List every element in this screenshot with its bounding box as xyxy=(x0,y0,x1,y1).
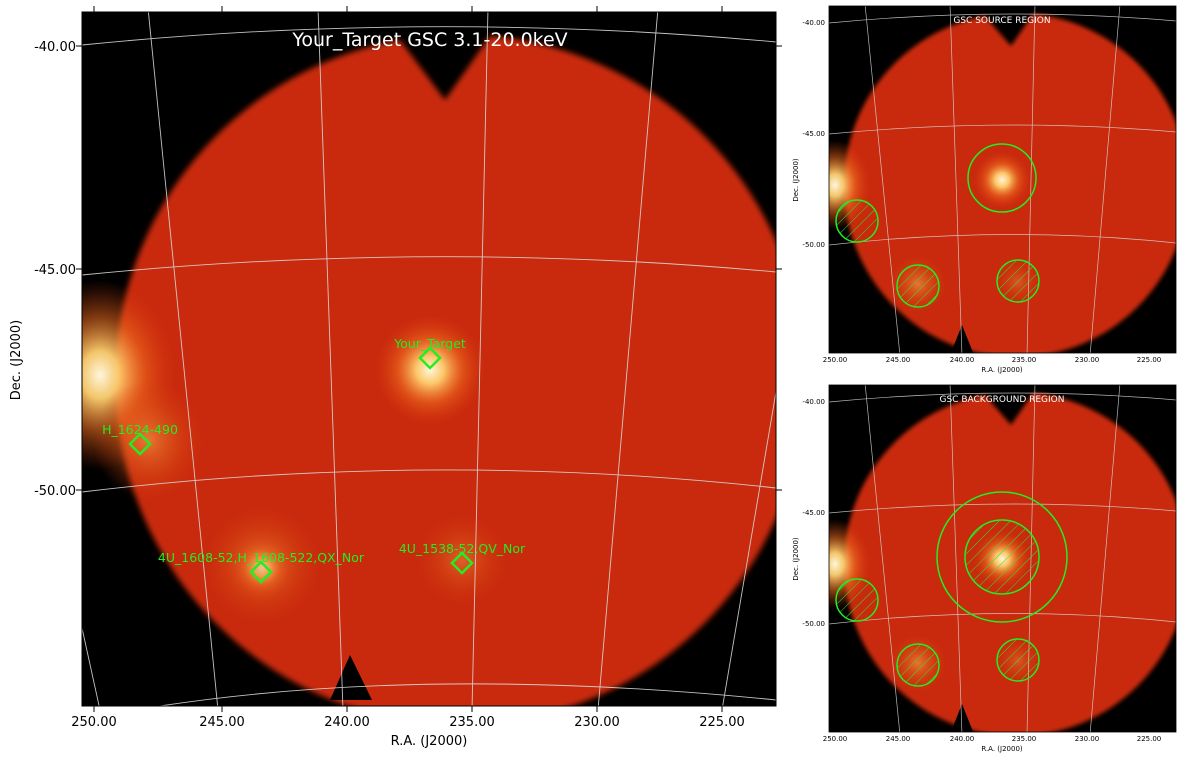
main-image-panel: 250.00 245.00 240.00 235.00 230.00 225.0… xyxy=(9,6,782,749)
y-tick-labels: -40.00 -45.00 -50.00 xyxy=(802,19,825,249)
y-axis-label: Dec. (J2000) xyxy=(792,537,800,581)
coordinate-grid xyxy=(829,6,1176,353)
glow-h1624 xyxy=(93,380,203,500)
source-label: H_1624-490 xyxy=(102,422,178,437)
marker-4u1538[interactable] xyxy=(450,551,474,575)
excluded-region-4u1538[interactable] xyxy=(996,638,1040,682)
x-axis-label: R.A. (J2000) xyxy=(981,745,1023,753)
disk-notch-bottom xyxy=(330,655,372,700)
excluded-region-h1624[interactable] xyxy=(835,199,879,243)
marker-your-target[interactable] xyxy=(418,346,442,370)
y-tick-labels: -40.00 -45.00 -50.00 xyxy=(802,398,825,628)
x-tick-label: 245.00 xyxy=(886,356,911,364)
disk-notch-bottom xyxy=(950,325,974,353)
glow-4u1608-core xyxy=(232,538,292,598)
x-tick-label: 235.00 xyxy=(449,715,495,730)
x-tick-label: 250.00 xyxy=(823,735,848,743)
background-annulus-outer[interactable] xyxy=(936,491,1068,623)
x-tick-label: 250.00 xyxy=(823,356,848,364)
glow-4u1538 xyxy=(417,515,507,605)
glow-your-target xyxy=(375,315,485,425)
background-annulus-inner[interactable] xyxy=(964,519,1040,595)
y-tick-label: -40.00 xyxy=(802,19,825,27)
x-tick-label: 245.00 xyxy=(886,735,911,743)
y-tick-label: -40.00 xyxy=(802,398,825,406)
y-tick-label: -50.00 xyxy=(802,620,825,628)
y-tick-labels: -40.00 -45.00 -50.00 xyxy=(34,40,76,499)
source-label: 4U_1538-52,QV_Nor xyxy=(399,541,526,556)
x-tick-label: 240.00 xyxy=(324,715,370,730)
x-tick-label: 225.00 xyxy=(699,715,745,730)
source-label: 4U_1608-52,H_1608-522,QX_Nor xyxy=(158,550,365,565)
source-markers xyxy=(128,346,474,584)
x-tick-label: 235.00 xyxy=(1012,356,1037,364)
image-frame xyxy=(828,5,1177,354)
source-region-circle[interactable] xyxy=(967,143,1037,213)
y-axis-label: Dec. (J2000) xyxy=(9,320,24,400)
coordinate-grid xyxy=(82,12,776,706)
glow-your-target xyxy=(974,152,1030,208)
image-frame xyxy=(828,384,1177,733)
x-tick-label: 225.00 xyxy=(1137,356,1162,364)
disk-notch-bottom xyxy=(950,704,974,732)
panel-title: GSC SOURCE REGION xyxy=(953,16,1050,26)
image-title: Your_Target GSC 3.1-20.0keV xyxy=(291,29,567,51)
marker-4u1608[interactable] xyxy=(249,560,273,584)
y-tick-label: -45.00 xyxy=(802,509,825,517)
source-region-svg: GSC SOURCE REGION 250.00 245.00 240.00 2… xyxy=(792,5,1177,374)
x-tick-labels: 250.00 245.00 240.00 235.00 230.00 225.0… xyxy=(823,356,1162,364)
excluded-region-4u1608[interactable] xyxy=(896,264,940,308)
background-region-svg: GSC BACKGROUND REGION 250.00 245.00 240.… xyxy=(792,384,1177,753)
source-region-panel: GSC SOURCE REGION 250.00 245.00 240.00 2… xyxy=(790,0,1182,379)
y-tick-label: -45.00 xyxy=(34,263,76,278)
source-label: Your_Target xyxy=(393,336,466,351)
excluded-region-4u1608[interactable] xyxy=(896,643,940,687)
x-tick-label: 240.00 xyxy=(950,735,975,743)
y-tick-label: -45.00 xyxy=(802,130,825,138)
panel-title: GSC BACKGROUND REGION xyxy=(940,395,1065,405)
excluded-region-4u1538[interactable] xyxy=(996,259,1040,303)
x-tick-label: 250.00 xyxy=(71,715,117,730)
main-image-frame xyxy=(81,11,777,707)
main-image-svg: 250.00 245.00 240.00 235.00 230.00 225.0… xyxy=(9,6,782,749)
x-tick-label: 230.00 xyxy=(574,715,620,730)
x-axis-label: R.A. (J2000) xyxy=(391,734,468,749)
excluded-region-h1624[interactable] xyxy=(835,578,879,622)
x-tick-label: 235.00 xyxy=(1012,735,1037,743)
x-tick-labels: 250.00 245.00 240.00 235.00 230.00 225.0… xyxy=(823,735,1162,743)
x-tick-label: 230.00 xyxy=(1075,735,1100,743)
x-tick-label: 240.00 xyxy=(950,356,975,364)
x-tick-labels: 250.00 245.00 240.00 235.00 230.00 225.0… xyxy=(71,715,745,730)
x-tick-label: 230.00 xyxy=(1075,356,1100,364)
source-labels: Your_Target H_1624-490 4U_1608-52,H_1608… xyxy=(102,336,526,565)
y-tick-label: -50.00 xyxy=(34,484,76,499)
background-region-panel: GSC BACKGROUND REGION 250.00 245.00 240.… xyxy=(790,379,1182,758)
y-axis-label: Dec. (J2000) xyxy=(792,158,800,202)
x-tick-label: 245.00 xyxy=(199,715,245,730)
y-tick-label: -50.00 xyxy=(802,241,825,249)
axis-ticks xyxy=(76,6,782,712)
marker-h1624[interactable] xyxy=(128,432,152,456)
x-axis-label: R.A. (J2000) xyxy=(981,366,1023,374)
x-tick-label: 225.00 xyxy=(1137,735,1162,743)
y-tick-label: -40.00 xyxy=(34,40,76,55)
